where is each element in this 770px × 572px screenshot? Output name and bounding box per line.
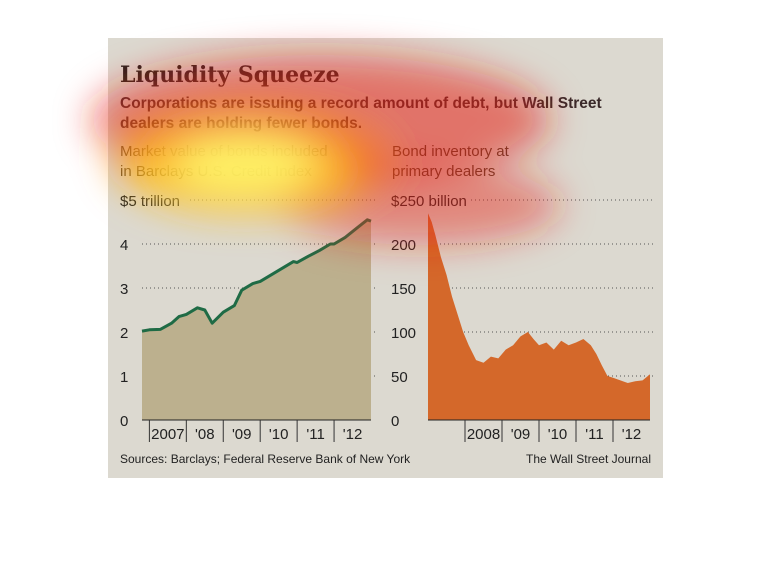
right-chart-y-tick-label: 0 [391, 413, 399, 430]
right-panel-title-line-1: Bond inventory at [392, 143, 509, 160]
left-chart-x-tick-label: '12 [343, 426, 363, 443]
left-chart-y-tick-label: 3 [120, 281, 128, 298]
credit-note: The Wall Street Journal [526, 452, 651, 466]
right-chart: 0 50 100 150 200 $250 billion 2008 '09 '10 '11 '12 [391, 193, 654, 443]
subtitle: Corporations are issuing a record amount… [120, 95, 602, 132]
left-chart-x-tick-label: '10 [269, 426, 289, 443]
right-chart-x-tick-label: 2008 [467, 426, 500, 443]
left-chart-y-tick-label: 0 [120, 413, 128, 430]
left-chart-x-tick-label: '09 [232, 426, 252, 443]
left-chart-y-unit-label: $5 trillion [120, 193, 180, 210]
right-chart-y-tick-label: 100 [391, 325, 416, 342]
left-chart-series-area [142, 219, 371, 420]
left-chart-y-tick-label: 4 [120, 237, 128, 254]
right-panel-title-line-2: primary dealers [392, 163, 496, 180]
right-chart-x-tick-label: '12 [622, 426, 642, 443]
left-chart-x-tick-label: 2007 [151, 426, 184, 443]
left-chart-y-tick-label: 2 [120, 325, 128, 342]
right-panel-title: Bond inventory at primary dealers [392, 142, 509, 182]
page-title: Liquidity Squeeze [120, 62, 340, 88]
right-chart-y-tick-label: 150 [391, 281, 416, 298]
right-chart-y-tick-label: 200 [391, 237, 416, 254]
right-chart-y-tick-label: 50 [391, 369, 408, 386]
left-chart: 0 1 2 3 4 $5 trillion 2007 '08 '09 '10 '11 '12 [120, 193, 375, 443]
right-chart-series-area [428, 213, 650, 420]
right-chart-y-unit-label: $250 billion [391, 193, 467, 210]
source-note: Sources: Barclays; Federal Reserve Bank … [120, 452, 411, 466]
right-chart-x-tick-label: '09 [511, 426, 531, 443]
left-panel-title-line-1: Market value of bonds included [120, 143, 328, 160]
right-chart-x-tick-label: '10 [548, 426, 568, 443]
right-chart-x-tick-label: '11 [585, 426, 603, 443]
left-panel-title-line-2: in Barclays U.S. Credit Index [120, 163, 312, 180]
left-chart-x-tick-label: '08 [195, 426, 215, 443]
chart-card: Liquidity Squeeze Corporations are issui… [108, 38, 663, 478]
left-chart-y-tick-label: 1 [120, 369, 128, 386]
left-chart-x-tick-label: '11 [306, 426, 324, 443]
left-panel-title: Market value of bonds included in Barcla… [120, 142, 328, 182]
